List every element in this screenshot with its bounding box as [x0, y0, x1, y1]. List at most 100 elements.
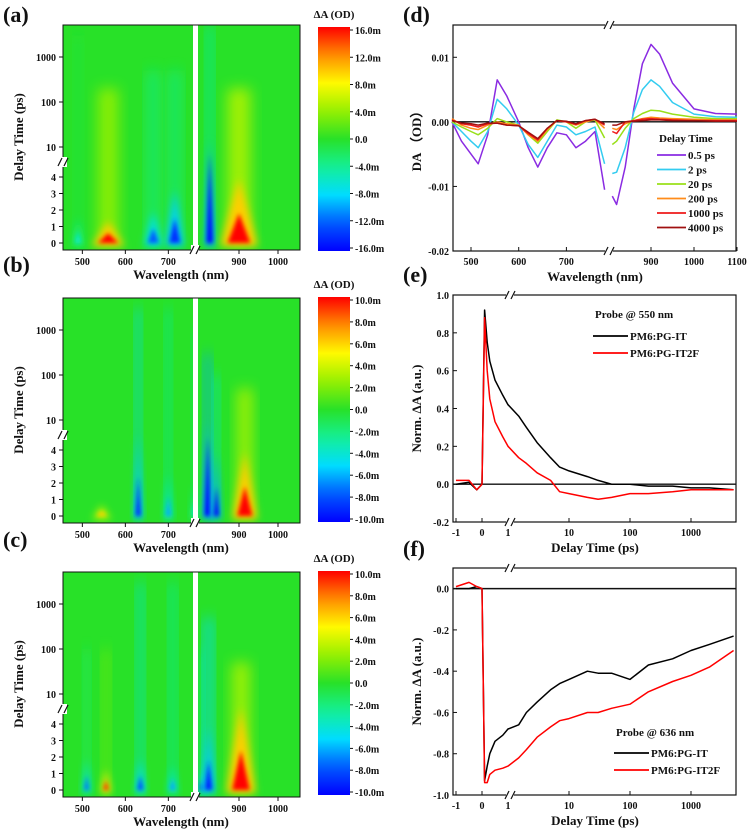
x-tick-label: 1000 [268, 530, 288, 541]
y-tick-label: 100 [41, 371, 56, 382]
heatmap-feature-core [169, 218, 181, 243]
axis-break-mask [59, 157, 67, 167]
y-axis-label: Norm. ΔA (a.u.) [409, 365, 424, 453]
axis-break-mask [605, 20, 613, 30]
heatmap-feature-core [213, 486, 219, 516]
heatmap-feature-core [165, 496, 171, 516]
heatmap-persistent-band [147, 70, 159, 243]
line-chart-panel-f: 0.0 -0.2 -0.4 -0.6 -0.8 -1.0-1 0 1 10 100 1000 Prob… [409, 563, 737, 828]
line-chart-panel-d: 0.01 0.00 -0.01 -0.02 500 600 700 900 1000 1100 De… [409, 20, 747, 284]
heatmap-persistent-band [169, 582, 176, 790]
x-tick-label: 100 [623, 801, 638, 812]
y-tick-label: 1 [51, 223, 56, 234]
legend-label: 1000 ps [688, 208, 724, 220]
y-tick-label: -0.2 [433, 626, 449, 637]
series-line-pm6-pg-it [455, 309, 734, 491]
y-tick-label: -0.2 [433, 518, 449, 529]
heatmap-panel-b: 500 600 700 900 1000 0 1 2 3 4 10 100 1000 Wavelength… [11, 297, 301, 555]
heatmap-feature-core [206, 153, 213, 243]
legend-title: Probe @ 636 nm [616, 727, 694, 739]
colorbar-tick-label: 10.0m [355, 570, 382, 581]
colorbar-tick-label: -4.0m [355, 449, 380, 460]
y-tick-label: 0.00 [432, 118, 450, 129]
axis-break-mark [189, 245, 201, 255]
heatmap-persistent-band [169, 70, 181, 243]
x-tick-label: 10 [564, 528, 574, 539]
colorbar-tick-label: 4.0m [355, 362, 377, 373]
x-axis-label: Wavelength (nm) [133, 540, 229, 555]
colorbar-tick-label: 0.0 [355, 135, 368, 146]
x-tick-label: 900 [232, 804, 247, 815]
series-line-4000-ps [451, 118, 737, 140]
y-tick-label: -0.8 [433, 750, 449, 761]
axis-break-mask [605, 246, 613, 256]
y-tick-label: 0 [51, 512, 56, 523]
y-tick-label: 3 [51, 463, 56, 474]
x-tick-label: 1000 [268, 804, 288, 815]
x-tick-label: 500 [75, 257, 90, 268]
y-tick-label: 0 [51, 239, 56, 250]
colorbar-tick-label: 2.0m [355, 384, 377, 395]
y-tick-label: -0.6 [433, 708, 449, 719]
axis-break-mask [191, 792, 199, 802]
axis-break-mask [59, 430, 67, 440]
colorbar-tick-label: -8.0m [355, 493, 380, 504]
panel-label: (a) [3, 2, 29, 27]
legend-title: Delay Time [659, 133, 713, 145]
heatmap-surface [63, 25, 300, 250]
axis-break-mask [191, 245, 199, 255]
colorbar-title: ΔA (OD) [314, 9, 355, 21]
y-tick-label: 100 [41, 645, 56, 656]
heatmap-persistent-band [213, 375, 219, 516]
y-axis-label: Norm. ΔA (a.u.) [409, 638, 424, 726]
legend-label: 4000 ps [688, 223, 724, 235]
heatmap-persistent-band [84, 649, 90, 790]
y-tick-label: -0.01 [428, 182, 449, 193]
y-tick-label: -1.0 [433, 791, 449, 802]
y-axis-label: Delay Time (ps) [11, 640, 26, 728]
y-tick-label: 0.4 [437, 405, 450, 416]
axis-break-mark [57, 157, 69, 167]
colorbar-tick-label: -2.0m [355, 701, 380, 712]
axis-gap [193, 298, 198, 523]
heatmap-feature-core [204, 760, 213, 790]
x-tick-label: -1 [452, 801, 460, 812]
heatmap-feature-core [84, 775, 90, 790]
x-tick-label: 1000 [684, 257, 704, 268]
axis-break-mark [504, 790, 516, 800]
x-tick-label: 900 [232, 530, 247, 541]
y-tick-label: 1000 [36, 53, 56, 64]
axis-break-mask [506, 517, 514, 527]
heatmap-feature-core [204, 436, 211, 516]
colorbar: ΔA (OD)16.0m 12.0m 8.0m 4.0m 0.0 -4.0m -8.0m -1… [314, 9, 385, 255]
colorbar-tick-label: -2.0m [355, 427, 380, 438]
axis-break-mask [191, 518, 199, 528]
heatmap-feature-core [169, 778, 176, 790]
colorbar-tick-label: 8.0m [355, 318, 377, 329]
axis-break-mask [59, 704, 67, 714]
colorbar-tick-label: 16.0m [355, 26, 382, 37]
colorbar: ΔA (OD)10.0m 8.0m 6.0m 4.0m 2.0m 0.0 -2.0m -4.0… [314, 553, 385, 799]
colorbar-tick-label: 0.0 [355, 679, 368, 690]
y-tick-label: 4 [51, 173, 56, 184]
y-tick-label: 2 [51, 206, 56, 217]
heatmap-persistent-band [199, 649, 204, 790]
x-axis-label: Wavelength (nm) [133, 814, 229, 829]
y-tick-label: 0.01 [432, 53, 450, 64]
colorbar-tick-label: -10.0m [355, 788, 385, 799]
y-tick-label: 2 [51, 753, 56, 764]
x-tick-label: 1000 [681, 801, 701, 812]
legend: Probe @ 636 nm PM6:PG-IT PM6:PG-IT2F [614, 727, 720, 777]
legend-label: 0.5 ps [688, 150, 716, 162]
heatmap-feature-halo [212, 451, 221, 520]
x-tick-label: 600 [118, 530, 133, 541]
y-tick-label: 4 [51, 446, 56, 457]
colorbar-tick-label: 10.0m [355, 296, 382, 307]
y-tick-label: -0.02 [428, 247, 449, 258]
colorbar-tick-label: 8.0m [355, 592, 377, 603]
axis-break-mark [189, 518, 201, 528]
x-tick-label: 1 [506, 528, 511, 539]
colorbar-tick-label: 8.0m [355, 81, 377, 92]
y-tick-label: 0 [51, 786, 56, 797]
y-tick-label: 3 [51, 190, 56, 201]
